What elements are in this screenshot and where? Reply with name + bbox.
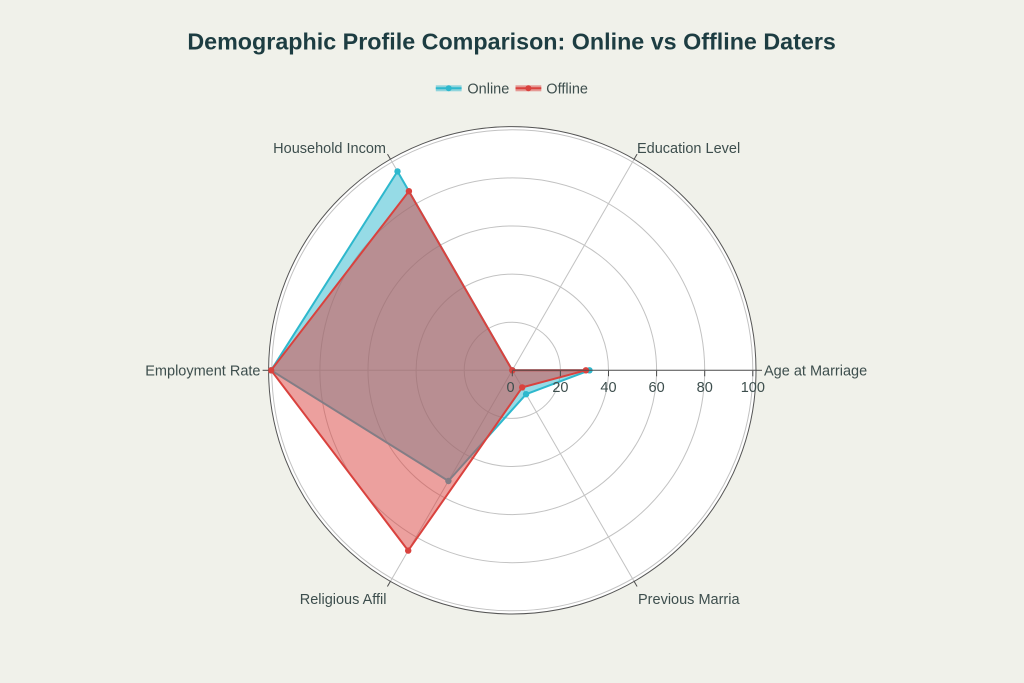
svg-text:20: 20 — [552, 380, 568, 396]
svg-text:Household Incom: Household Incom — [273, 141, 386, 157]
svg-text:40: 40 — [600, 380, 616, 396]
svg-text:Age at Marriage: Age at Marriage — [764, 363, 867, 379]
svg-text:0: 0 — [506, 380, 514, 396]
svg-text:60: 60 — [649, 380, 665, 396]
svg-text:100: 100 — [741, 380, 765, 396]
svg-text:Religious Affil: Religious Affil — [300, 592, 387, 608]
svg-text:Previous Marria: Previous Marria — [638, 592, 740, 608]
svg-text:Offline: Offline — [546, 82, 588, 98]
svg-text:Employment Rate: Employment Rate — [145, 363, 260, 379]
svg-text:Online: Online — [467, 82, 509, 98]
svg-text:80: 80 — [697, 380, 713, 396]
svg-text:Education Level: Education Level — [637, 141, 740, 157]
svg-text:Demographic Profile Comparison: Demographic Profile Comparison: Online v… — [187, 29, 836, 55]
